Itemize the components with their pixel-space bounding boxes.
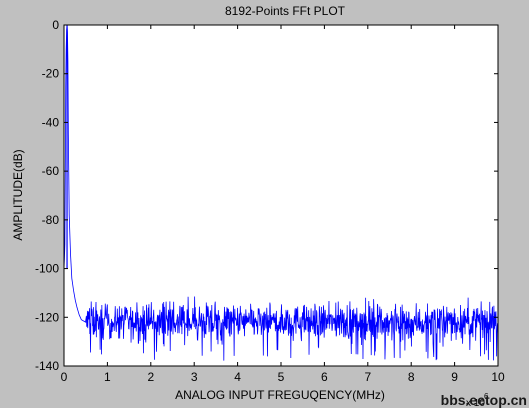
y-tick-label: -40 <box>42 115 60 129</box>
x-tick-label: 5 <box>278 370 285 384</box>
y-tick-label: -60 <box>42 164 60 178</box>
y-axis-ticks: 0 -20 -40 -60 -80 -100 -120 -140 <box>35 18 498 373</box>
x-tick-label: 10 <box>491 370 505 384</box>
x-multiplier-base: x 10 <box>466 398 485 408</box>
x-tick-label: 2 <box>147 370 154 384</box>
spectrum-line <box>63 24 499 361</box>
y-tick-label: -80 <box>42 213 60 227</box>
spectrum-series <box>63 24 499 361</box>
x-axis-multiplier: x 10 6 <box>466 392 489 408</box>
x-tick-label: 8 <box>408 370 415 384</box>
watermark: bbs.eetop.cn <box>441 392 527 408</box>
x-multiplier-exponent: 6 <box>484 392 489 401</box>
y-tick-label: -20 <box>42 67 60 81</box>
x-axis-ticks: 0 1 2 3 4 5 6 7 8 9 10 <box>61 25 505 384</box>
x-tick-label: 3 <box>191 370 198 384</box>
x-axis-label: ANALOG INPUT FREGUQENCY(MHz) <box>175 388 385 402</box>
y-axis-label: AMPLITUDE(dB) <box>11 149 25 240</box>
x-tick-label: 4 <box>234 370 241 384</box>
x-tick-label: 1 <box>104 370 111 384</box>
y-tick-label: -120 <box>35 310 59 324</box>
y-tick-label: -140 <box>35 359 59 373</box>
x-tick-label: 0 <box>61 370 68 384</box>
y-tick-label: -100 <box>35 262 59 276</box>
x-tick-label: 7 <box>364 370 371 384</box>
x-tick-label: 9 <box>451 370 458 384</box>
chart-title: 8192-Points FFt PLOT <box>225 4 346 18</box>
x-tick-label: 6 <box>321 370 328 384</box>
y-tick-label: 0 <box>52 18 59 32</box>
